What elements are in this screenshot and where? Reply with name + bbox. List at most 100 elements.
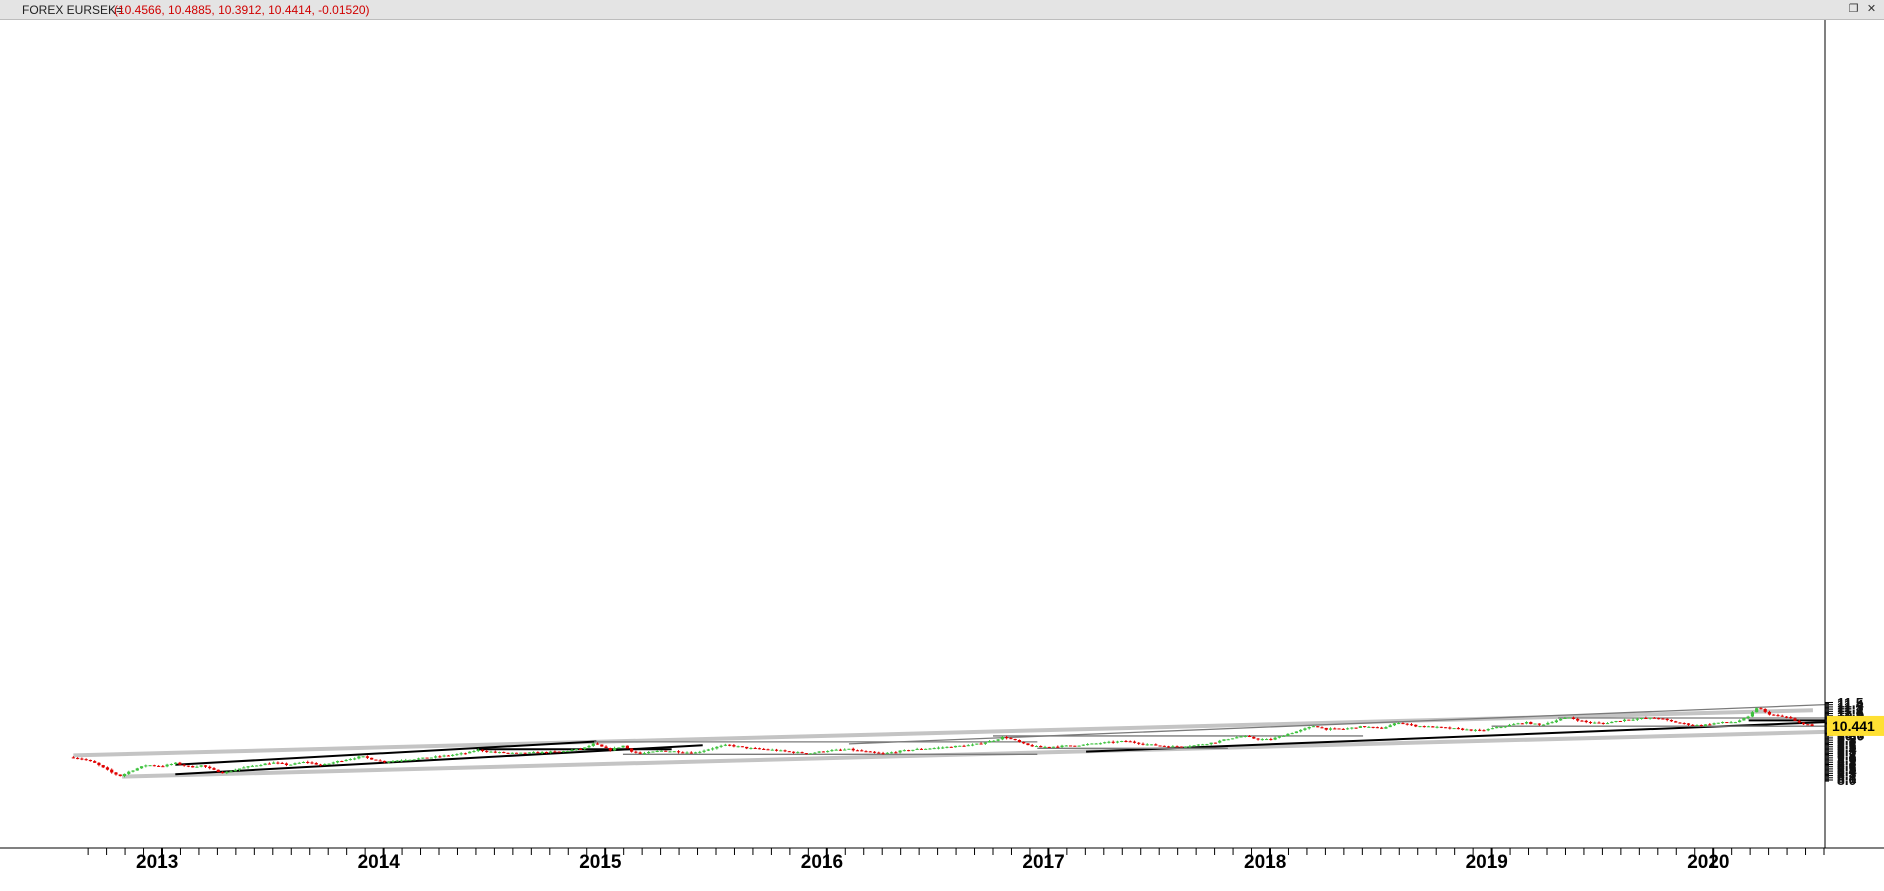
candle-3 (84, 758, 88, 761)
candle-121 (587, 744, 591, 748)
candle-172 (804, 753, 808, 755)
y-tick-label: 8.4 (1837, 763, 1857, 779)
candle-376 (1674, 720, 1678, 723)
candle-349 (1559, 718, 1563, 721)
candle-0 (71, 756, 75, 759)
candle-197 (911, 749, 915, 752)
candle-96 (480, 749, 485, 753)
candle-332 (1486, 728, 1490, 732)
candle-175 (817, 751, 821, 754)
candle-298 (1341, 728, 1345, 730)
candle-329 (1473, 728, 1478, 732)
x-tick-label-2018: 2018 (1244, 852, 1286, 873)
candle-272 (1230, 738, 1235, 740)
candle-399 (1772, 714, 1776, 716)
candle-243 (1107, 740, 1111, 744)
restore-icon[interactable]: ❐ (1848, 3, 1859, 15)
candle-254 (1154, 743, 1158, 746)
candle-244 (1111, 740, 1115, 744)
candle-246 (1120, 740, 1124, 743)
candle-196 (907, 749, 911, 752)
candle-316 (1418, 725, 1422, 728)
candle-164 (770, 748, 774, 751)
candle-343 (1533, 723, 1537, 725)
candle-62 (335, 760, 340, 764)
candle-378 (1682, 722, 1686, 725)
candle-207 (953, 745, 958, 748)
candle-184 (855, 749, 860, 752)
candle-269 (1218, 739, 1222, 744)
candle-299 (1345, 727, 1350, 730)
plot-area (71, 703, 1825, 779)
candle-286 (1290, 732, 1294, 735)
candle-314 (1409, 722, 1414, 726)
candle-386 (1716, 722, 1720, 724)
candle-205 (945, 746, 949, 749)
candle-94 (472, 749, 476, 753)
candle-242 (1103, 741, 1107, 744)
candle-377 (1678, 722, 1682, 724)
candle-333 (1490, 727, 1495, 730)
candle-25 (178, 761, 182, 766)
candle-33 (212, 767, 216, 771)
candle-340 (1520, 723, 1524, 725)
candle-291 (1311, 725, 1316, 728)
candle-331 (1482, 729, 1486, 732)
candle-93 (468, 751, 472, 754)
candle-253 (1149, 744, 1154, 746)
candle-255 (1158, 745, 1162, 747)
candle-305 (1371, 726, 1375, 729)
candle-120 (583, 747, 587, 751)
candle-307 (1380, 726, 1384, 729)
candle-363 (1618, 720, 1622, 722)
candle-292 (1316, 726, 1320, 728)
candle-395 (1755, 707, 1759, 713)
candle-148 (702, 749, 706, 753)
candle-274 (1239, 735, 1243, 738)
candle-354 (1580, 719, 1584, 722)
candle-109 (536, 751, 540, 754)
candle-296 (1333, 727, 1337, 730)
candle-129 (621, 745, 625, 748)
candle-85 (433, 755, 438, 759)
candle-348 (1554, 719, 1558, 723)
candle-392 (1742, 717, 1746, 721)
candle-280 (1264, 738, 1269, 741)
candle-58 (318, 763, 323, 767)
candle-223 (1022, 741, 1026, 745)
symbol-label: FOREX EURSEK= (22, 3, 124, 17)
y-tick-label: 8.6 (1837, 759, 1857, 775)
candle-177 (826, 750, 830, 753)
y-tick-label: 8.5 (1837, 761, 1857, 777)
candle-174 (813, 752, 817, 754)
candle-282 (1273, 736, 1277, 741)
candle-389 (1729, 720, 1733, 724)
candle-101 (502, 751, 506, 754)
candle-268 (1213, 742, 1218, 744)
candle-214 (983, 741, 987, 745)
candle-24 (174, 762, 178, 766)
candle-318 (1426, 725, 1431, 728)
y-tick-label: 11.4 (1837, 697, 1864, 713)
candle-238 (1086, 743, 1090, 746)
candle-230 (1051, 746, 1056, 749)
candle-133 (638, 751, 642, 755)
candle-234 (1068, 745, 1073, 747)
candle-294 (1324, 727, 1328, 731)
candle-86 (438, 755, 442, 758)
y-tick-label: 9.7 (1837, 734, 1857, 750)
candle-106 (523, 752, 527, 755)
candle-362 (1614, 720, 1618, 723)
candle-325 (1456, 726, 1460, 730)
candle-72 (378, 759, 382, 762)
candle-162 (762, 747, 766, 750)
candle-283 (1277, 735, 1281, 739)
candle-380 (1691, 724, 1695, 726)
x-tick-label-2015: 2015 (579, 852, 622, 873)
candle-229 (1047, 746, 1051, 749)
candle-128 (617, 747, 621, 749)
close-icon[interactable]: ✕ (1866, 3, 1877, 15)
candle-210 (966, 744, 970, 747)
candle-241 (1098, 742, 1102, 745)
candle-232 (1060, 744, 1064, 748)
